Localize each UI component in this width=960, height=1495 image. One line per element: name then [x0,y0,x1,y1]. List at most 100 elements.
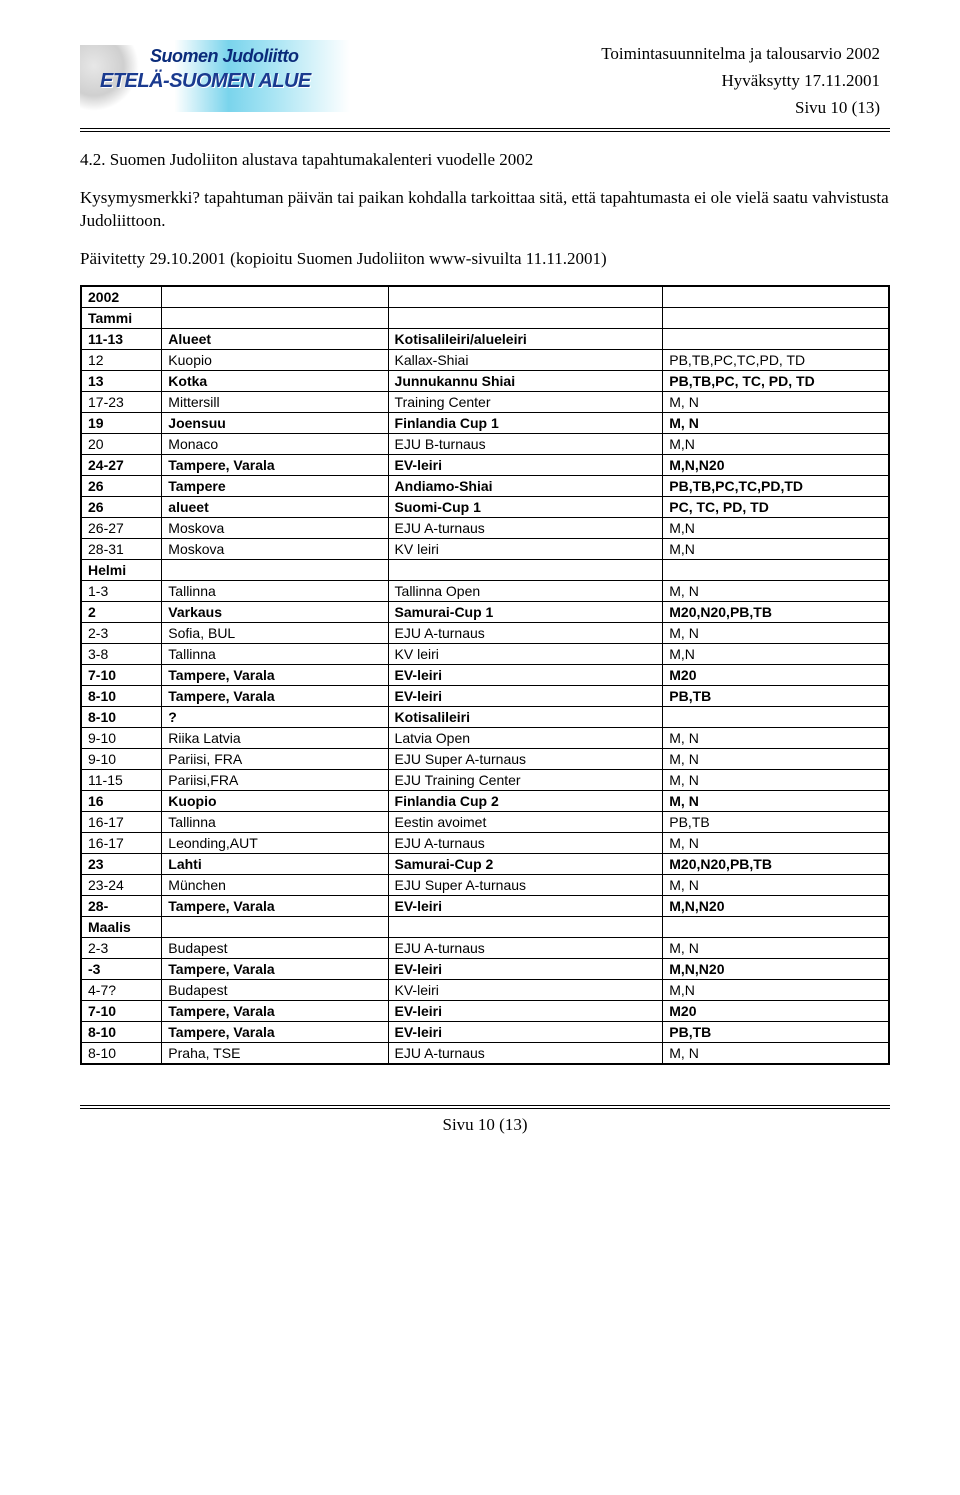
table-cell [162,916,388,937]
table-cell: Eestin avoimet [388,811,663,832]
table-cell: 12 [81,349,162,370]
table-cell: 4-7? [81,979,162,1000]
table-cell: M,N,N20 [663,895,889,916]
table-cell: 16-17 [81,832,162,853]
page-footer: Sivu 10 (13) [80,1105,890,1135]
table-cell: EJU B-turnaus [388,433,663,454]
table-cell: 28- [81,895,162,916]
table-cell: 26 [81,475,162,496]
table-cell: 2 [81,601,162,622]
table-cell: EV-leiri [388,1000,663,1021]
table-cell: 2-3 [81,937,162,958]
table-row: 8-10Tampere, VaralaEV-leiriPB,TB [81,1021,889,1042]
header-right: Toimintasuunnitelma ja talousarvio 2002 … [601,40,890,122]
table-cell: Riika Latvia [162,727,388,748]
table-cell: Kotka [162,370,388,391]
table-cell: EJU A-turnaus [388,622,663,643]
table-cell: 11-15 [81,769,162,790]
table-cell: M, N [663,727,889,748]
table-cell: KV leiri [388,643,663,664]
table-row: 17-23MittersillTraining CenterM, N [81,391,889,412]
table-cell [663,916,889,937]
paragraph-2: Päivitetty 29.10.2001 (kopioitu Suomen J… [80,247,890,271]
table-cell: 8-10 [81,1021,162,1042]
table-cell: 17-23 [81,391,162,412]
table-cell: Tampere, Varala [162,1021,388,1042]
table-cell: Pariisi, FRA [162,748,388,769]
table-row: 9-10Riika LatviaLatvia OpenM, N [81,727,889,748]
table-row: 7-10Tampere, VaralaEV-leiriM20 [81,1000,889,1021]
table-row: 8-10Praha, TSEEJU A-turnausM, N [81,1042,889,1064]
table-cell: 1-3 [81,580,162,601]
table-cell: Varkaus [162,601,388,622]
table-cell: PB,TB,PC, TC, PD, TD [663,370,889,391]
logo: Suomen Judoliitto ETELÄ-SUOMEN ALUE [80,40,350,112]
table-row: 11-13AlueetKotisalileiri/alueleiri [81,328,889,349]
table-cell: Moskova [162,538,388,559]
table-cell: M, N [663,412,889,433]
table-cell: Tampere, Varala [162,1000,388,1021]
table-cell [162,559,388,580]
table-cell: 19 [81,412,162,433]
table-cell: EJU A-turnaus [388,517,663,538]
table-cell: EJU A-turnaus [388,1042,663,1064]
table-row: 2-3BudapestEJU A-turnausM, N [81,937,889,958]
table-cell: Training Center [388,391,663,412]
table-cell: Monaco [162,433,388,454]
table-cell: 23 [81,853,162,874]
footer-page-number: Sivu 10 (13) [80,1115,890,1135]
table-cell: Leonding,AUT [162,832,388,853]
paragraph-1: Kysymysmerkki? tapahtuman päivän tai pai… [80,186,890,234]
table-cell: Junnukannu Shiai [388,370,663,391]
table-cell: 26 [81,496,162,517]
table-cell: M, N [663,769,889,790]
table-cell: M,N,N20 [663,958,889,979]
table-cell: M20,N20,PB,TB [663,853,889,874]
table-cell: Joensuu [162,412,388,433]
table-row: 24-27Tampere, VaralaEV-leiriM,N,N20 [81,454,889,475]
table-cell: 8-10 [81,685,162,706]
table-cell: -3 [81,958,162,979]
table-cell: 20 [81,433,162,454]
logo-text-line1: Suomen Judoliitto [150,46,299,67]
table-cell: KV-leiri [388,979,663,1000]
table-cell: M, N [663,622,889,643]
table-cell: Moskova [162,517,388,538]
table-row: 23LahtiSamurai-Cup 2M20,N20,PB,TB [81,853,889,874]
table-row: Helmi [81,559,889,580]
table-row: 26alueetSuomi-Cup 1PC, TC, PD, TD [81,496,889,517]
table-cell: M, N [663,790,889,811]
table-cell: Tallinna [162,643,388,664]
table-row: 11-15Pariisi,FRAEJU Training CenterM, N [81,769,889,790]
table-cell: M,N [663,433,889,454]
table-row: 8-10?Kotisalileiri [81,706,889,727]
table-row: 2VarkausSamurai-Cup 1M20,N20,PB,TB [81,601,889,622]
document-page: Suomen Judoliitto ETELÄ-SUOMEN ALUE Toim… [0,0,960,1155]
table-cell: M,N [663,643,889,664]
table-row: 9-10Pariisi, FRAEJU Super A-turnausM, N [81,748,889,769]
table-cell: EJU Training Center [388,769,663,790]
table-row: 16-17Leonding,AUTEJU A-turnausM, N [81,832,889,853]
table-cell [663,307,889,328]
table-row: 19JoensuuFinlandia Cup 1M, N [81,412,889,433]
table-cell [162,286,388,308]
table-cell: 9-10 [81,727,162,748]
table-cell: Tampere, Varala [162,895,388,916]
table-row: Tammi [81,307,889,328]
table-cell: M, N [663,1042,889,1064]
table-cell: 7-10 [81,1000,162,1021]
table-cell [663,328,889,349]
table-row: 1-3TallinnaTallinna OpenM, N [81,580,889,601]
table-cell: M, N [663,580,889,601]
table-cell: PC, TC, PD, TD [663,496,889,517]
table-cell: 8-10 [81,706,162,727]
table-cell: EJU A-turnaus [388,832,663,853]
table-cell [388,307,663,328]
table-cell: Budapest [162,979,388,1000]
table-cell: EJU A-turnaus [388,937,663,958]
table-cell: M,N [663,979,889,1000]
table-cell: Tallinna Open [388,580,663,601]
table-cell: Suomi-Cup 1 [388,496,663,517]
table-row: 20MonacoEJU B-turnausM,N [81,433,889,454]
table-cell: Tampere, Varala [162,664,388,685]
